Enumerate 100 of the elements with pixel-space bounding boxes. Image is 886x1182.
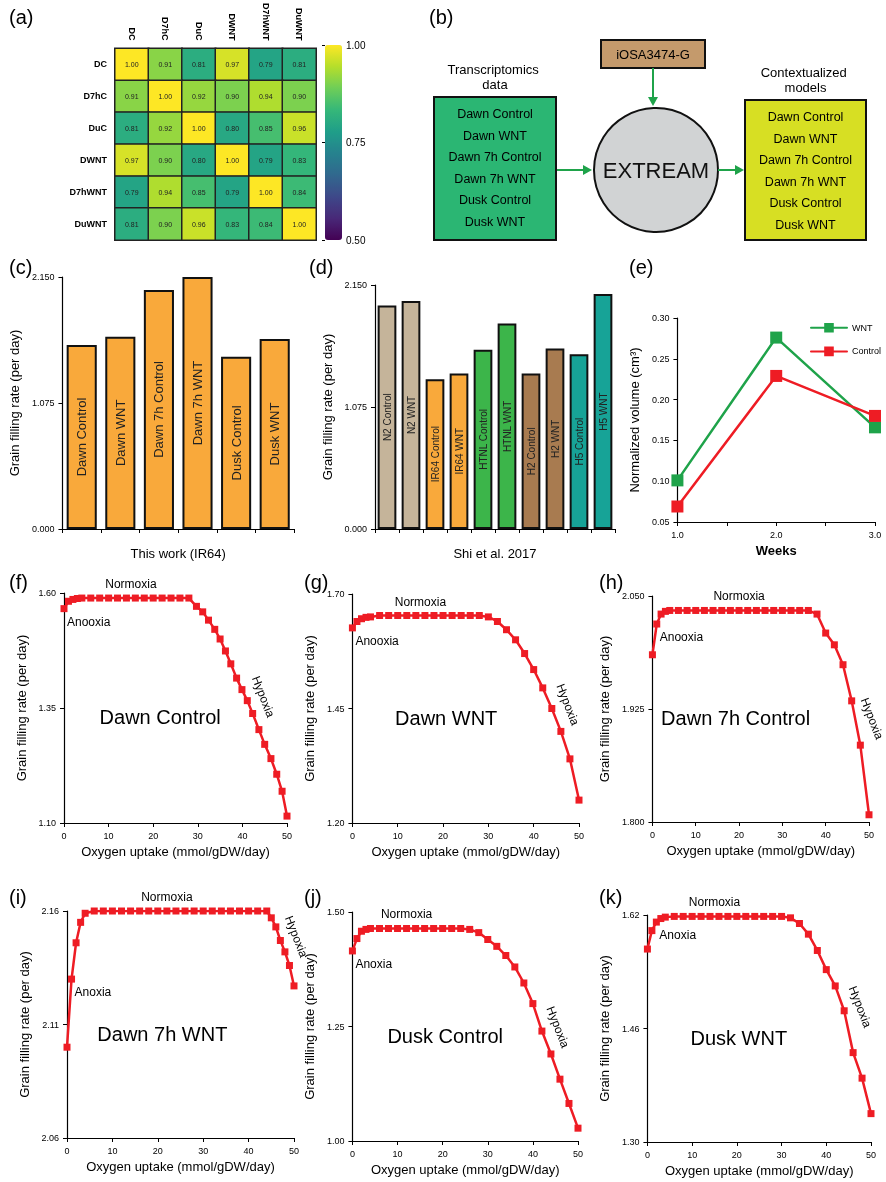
point xyxy=(484,613,492,621)
chart-title: (k) xyxy=(599,886,623,908)
color-bar-label: 0.75 xyxy=(346,137,366,148)
point xyxy=(670,912,678,920)
point xyxy=(557,727,565,735)
point xyxy=(869,409,881,422)
legend-label: WNT xyxy=(851,322,873,333)
y-tick-label: DuC xyxy=(88,123,108,134)
x-tick-label: 1.0 xyxy=(671,529,684,540)
y-tick-label: 0.000 xyxy=(31,524,55,534)
y-tick-label: 0.30 xyxy=(651,313,670,323)
x-tick-label: Dawn WNT xyxy=(112,399,128,467)
text: Dawn 7h Control xyxy=(758,153,853,167)
point xyxy=(412,612,420,620)
point xyxy=(538,1027,546,1035)
point xyxy=(227,660,235,668)
bar xyxy=(182,277,213,529)
point xyxy=(813,610,821,618)
x-tick-label: 50 xyxy=(288,1145,300,1156)
annotation: Anooxia xyxy=(355,633,400,648)
x-tick-label: Dawn 7h Control xyxy=(151,360,167,458)
point xyxy=(348,947,356,955)
bar xyxy=(143,289,174,529)
point xyxy=(475,929,483,937)
color-bar-label: 0.50 xyxy=(346,234,366,246)
annotation: Dusk Control xyxy=(387,1024,503,1047)
point xyxy=(744,606,752,614)
annotation: Normoxia xyxy=(105,577,157,592)
point xyxy=(869,421,881,434)
point xyxy=(671,474,684,487)
point xyxy=(742,912,750,920)
point xyxy=(683,606,691,614)
point xyxy=(60,605,68,613)
x-tick-label: N2 WNT xyxy=(405,395,417,435)
point xyxy=(403,612,411,620)
point xyxy=(412,924,420,932)
annotation: Normoxia xyxy=(394,594,447,609)
x-axis-title: Oxygen uptake (mmol/gDW/day) xyxy=(370,1162,560,1177)
annotation: Normoxia xyxy=(713,589,766,604)
point xyxy=(285,961,293,969)
point xyxy=(839,661,847,669)
point xyxy=(529,1000,537,1008)
y-axis-title: Grain filling rate (per day) xyxy=(597,635,612,783)
point xyxy=(127,907,135,915)
bar xyxy=(221,356,252,529)
point xyxy=(648,927,656,935)
point xyxy=(172,907,180,915)
point xyxy=(822,966,830,974)
point xyxy=(760,912,768,920)
x-tick-label: 50 xyxy=(573,830,585,841)
point xyxy=(502,626,510,634)
x-tick-label: 3.0 xyxy=(868,529,882,540)
x-tick-label: H2 Control xyxy=(525,427,537,476)
y-tick-label: DuWNT xyxy=(74,219,108,230)
x-tick-label: H5 WNT xyxy=(597,392,609,431)
y-tick-label: 0.15 xyxy=(651,435,670,446)
point xyxy=(131,594,139,602)
point xyxy=(273,770,281,778)
point xyxy=(375,924,383,932)
y-tick-label: DC xyxy=(94,59,108,70)
point xyxy=(216,635,224,643)
point xyxy=(140,594,148,602)
point xyxy=(778,606,786,614)
point xyxy=(226,907,234,915)
y-tick-label: 1.70 xyxy=(326,589,345,599)
point xyxy=(733,912,741,920)
point xyxy=(502,952,510,960)
point xyxy=(430,924,438,932)
x-tick-label: 50 xyxy=(863,829,875,840)
text: Dusk Control xyxy=(769,196,842,210)
point xyxy=(770,331,783,344)
point xyxy=(666,606,674,614)
chart-title: (c) xyxy=(9,256,33,278)
x-tick-label: 30 xyxy=(482,1148,493,1159)
point xyxy=(700,606,708,614)
text: Dawn WNT xyxy=(773,131,838,146)
bar xyxy=(377,305,397,529)
point xyxy=(813,946,821,954)
y-axis-title: Grain filling rate (per day) xyxy=(597,955,612,1102)
point xyxy=(856,741,864,749)
annotation: Normoxia xyxy=(688,895,741,910)
x-tick-label: 0 xyxy=(649,829,655,840)
point xyxy=(752,606,760,614)
point xyxy=(512,636,520,644)
point xyxy=(72,939,80,947)
x-tick-label: 40 xyxy=(820,829,831,840)
y-tick-label: 0.10 xyxy=(651,476,670,487)
x-axis-title: Oxygen uptake (mmol/gDW/day) xyxy=(666,843,855,858)
point xyxy=(648,651,656,659)
point xyxy=(804,606,812,614)
point xyxy=(457,612,465,620)
y-tick-label: 1.800 xyxy=(621,817,645,827)
text: Transcriptomics data xyxy=(447,62,543,92)
point xyxy=(261,740,269,748)
y-tick-label: 2.11 xyxy=(42,1019,59,1030)
annotation: Dawn 7h Control xyxy=(661,707,811,730)
point xyxy=(840,1007,848,1015)
x-tick-label: 30 xyxy=(777,829,788,840)
point xyxy=(272,923,280,931)
y-tick-label: 2.16 xyxy=(41,906,59,916)
